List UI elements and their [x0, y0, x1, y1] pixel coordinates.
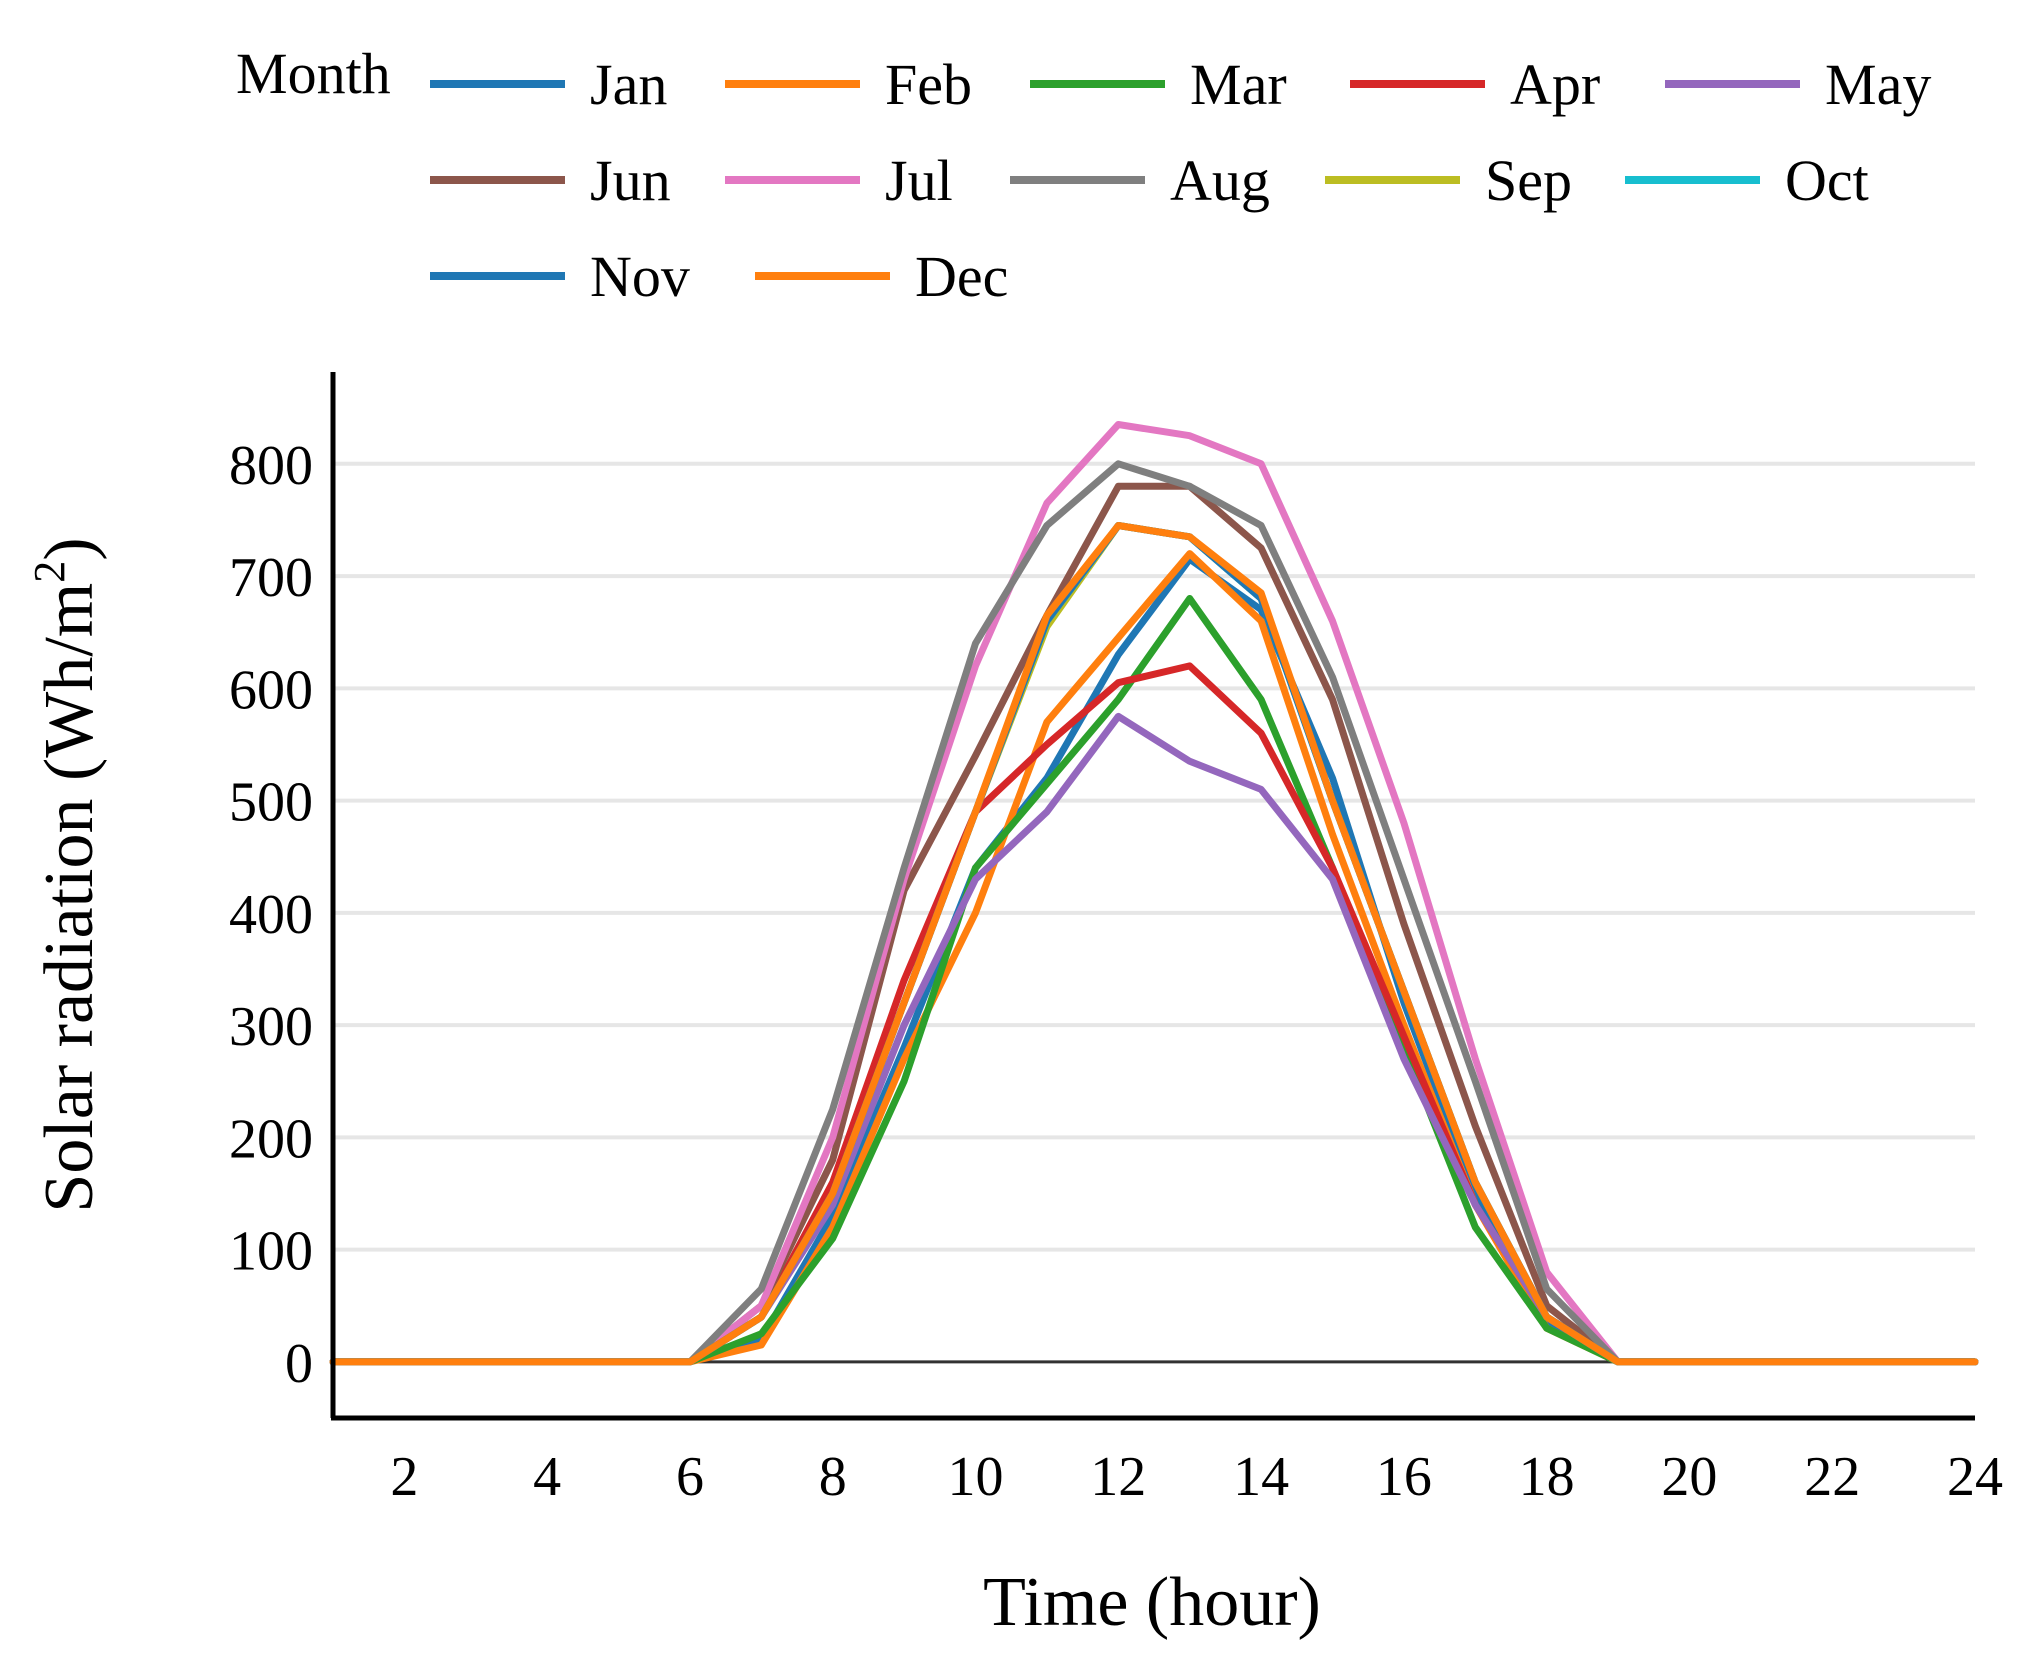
y-tick-label: 600	[229, 659, 313, 721]
series-line-jun	[329, 482, 1979, 1366]
x-tick-label: 4	[533, 1446, 561, 1508]
legend-item-jul: Jul	[725, 148, 953, 213]
x-tick-labels: 2 4 6 8 10 12 14 16 18 20 22 24	[390, 1446, 2003, 1508]
x-tick-label: 24	[1947, 1446, 2003, 1508]
legend-item-mar: Mar	[1030, 52, 1287, 117]
x-tick-label: 20	[1661, 1446, 1717, 1508]
legend-label: May	[1825, 52, 1931, 117]
legend-label: Oct	[1785, 148, 1869, 213]
legend-label: Jan	[590, 52, 667, 117]
x-tick-label: 22	[1804, 1446, 1860, 1508]
legend-label: Sep	[1485, 148, 1572, 213]
x-tick-label: 10	[948, 1446, 1004, 1508]
y-tick-label: 500	[229, 772, 313, 834]
x-tick-label: 12	[1090, 1446, 1146, 1508]
y-axis-label-close: )	[31, 537, 108, 560]
y-tick-label: 0	[285, 1333, 313, 1395]
y-tick-label: 300	[229, 996, 313, 1058]
x-tick-label: 16	[1376, 1446, 1432, 1508]
x-tick-label: 2	[390, 1446, 418, 1508]
legend-item-oct: Oct	[1625, 148, 1869, 213]
legend-item-dec: Dec	[755, 244, 1008, 309]
legend-item-jan: Jan	[430, 52, 667, 117]
y-axis-label-sup: 2	[25, 561, 74, 583]
legend-label: Mar	[1190, 52, 1287, 117]
y-tick-label: 200	[229, 1108, 313, 1170]
y-tick-label: 700	[229, 547, 313, 609]
y-tick-label: 800	[229, 435, 313, 497]
x-tick-label: 6	[676, 1446, 704, 1508]
x-tick-label: 14	[1233, 1446, 1289, 1508]
legend-label: Feb	[885, 52, 972, 117]
legend-label: Nov	[590, 244, 690, 309]
legend-title: Month	[236, 41, 391, 106]
legend-label: Jun	[590, 148, 671, 213]
series-line-jan	[329, 555, 1979, 1366]
legend-item-apr: Apr	[1350, 52, 1600, 117]
y-axis-label: Solar radiation (Wh/m2)	[25, 537, 108, 1212]
legend-label: Jul	[885, 148, 953, 213]
x-axis-label: Time (hour)	[983, 1564, 1321, 1641]
x-tick-label: 18	[1519, 1446, 1575, 1508]
series-line-dec	[329, 522, 1979, 1366]
legend-item-jun: Jun	[430, 148, 671, 213]
legend-label: Apr	[1510, 52, 1600, 117]
y-tick-labels: 0 100 200 300 400 500 600 700 800	[229, 435, 313, 1395]
series-line-may	[329, 712, 1979, 1366]
series-line-jul	[329, 421, 1979, 1366]
series-line-mar	[329, 595, 1979, 1366]
series-line-apr	[329, 662, 1979, 1366]
y-tick-label: 100	[229, 1221, 313, 1283]
legend-label: Dec	[915, 244, 1008, 309]
legend: Month Jan Feb Mar Apr May Jun Jul Aug Sep Oct Nov D…	[236, 41, 1931, 309]
legend-label: Aug	[1170, 148, 1270, 213]
legend-item-nov: Nov	[430, 244, 690, 309]
y-tick-label: 400	[229, 884, 313, 946]
axes	[330, 372, 1975, 1421]
gridlines	[333, 461, 1975, 1252]
legend-item-may: May	[1665, 52, 1931, 117]
legend-item-feb: Feb	[725, 52, 972, 117]
y-axis-label-main: Solar radiation (Wh/m	[31, 583, 108, 1213]
series-lines	[329, 421, 1979, 1366]
legend-item-sep: Sep	[1325, 148, 1572, 213]
legend-item-aug: Aug	[1010, 148, 1270, 213]
x-tick-label: 8	[819, 1446, 847, 1508]
